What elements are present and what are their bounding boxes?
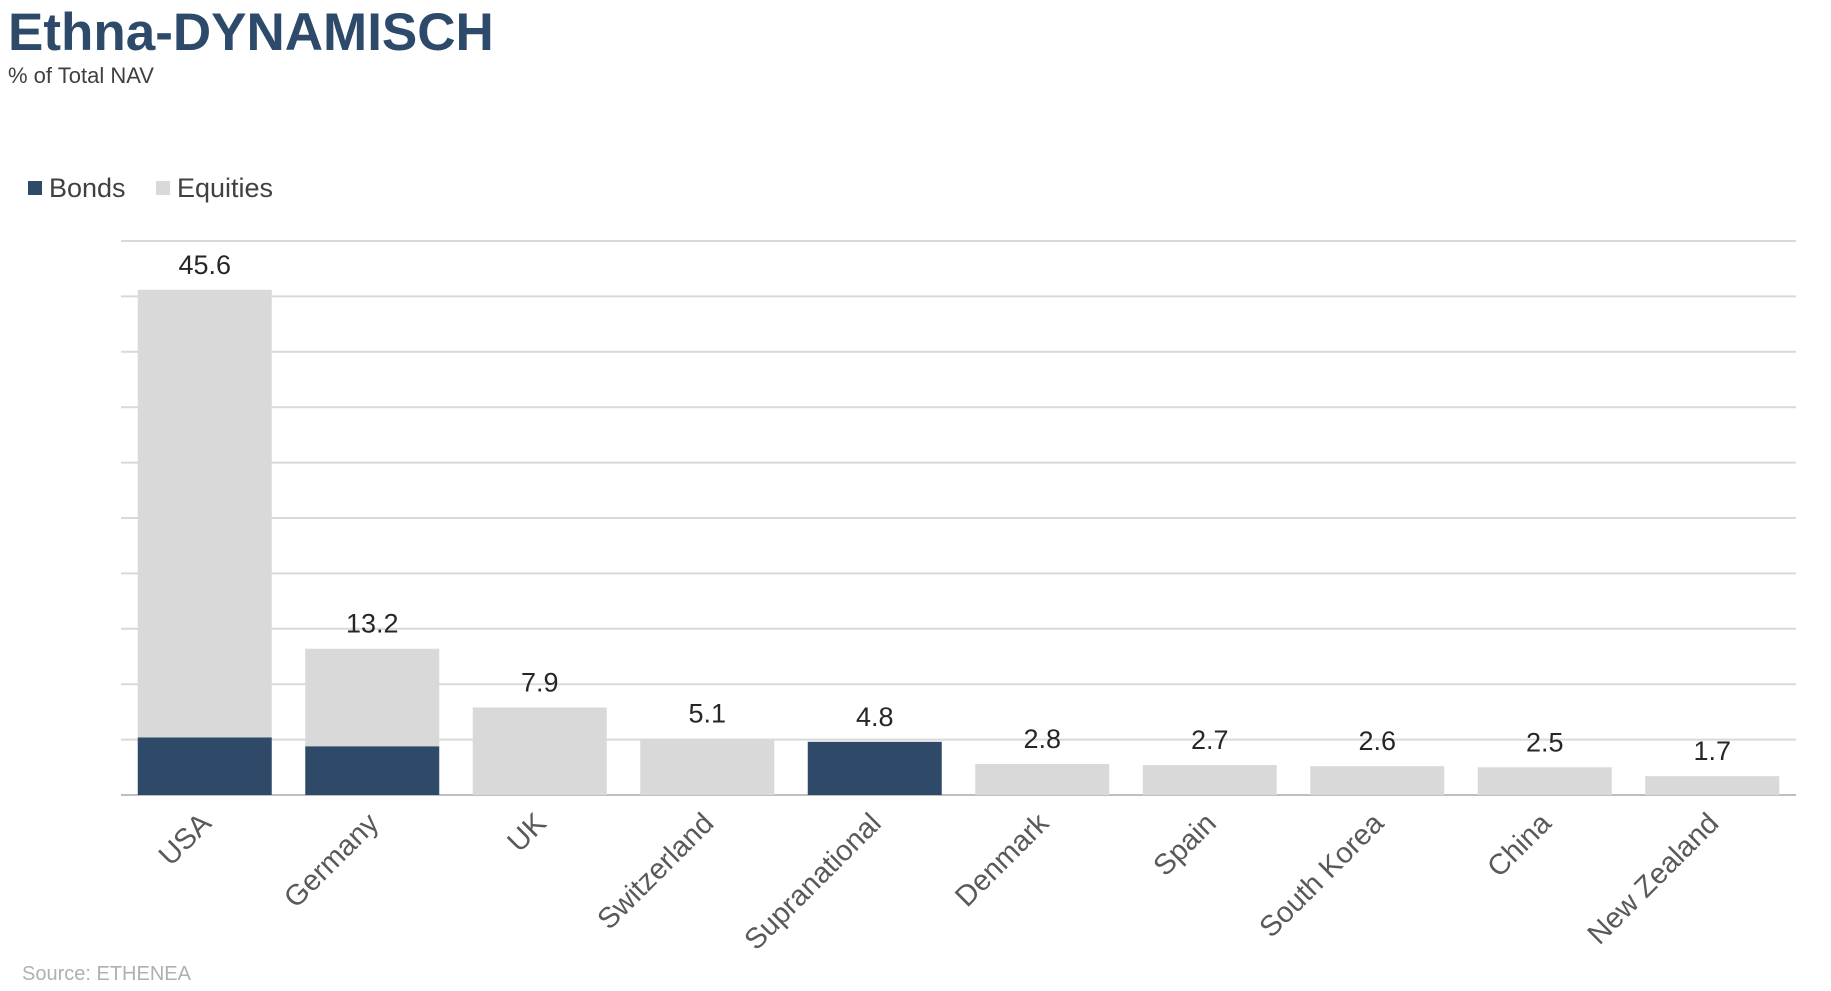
bar-equities-switzerland [640, 738, 775, 795]
x-tick-label: Switzerland [592, 807, 721, 936]
bar-bonds-germany [305, 746, 440, 795]
x-tick-label: Germany [278, 807, 385, 914]
legend-swatch-equities [156, 181, 170, 195]
bar-bonds-usa [137, 737, 272, 795]
legend-swatch-bonds [28, 181, 42, 195]
x-tick-label: USA [153, 807, 218, 872]
value-label: 2.8 [1023, 724, 1061, 754]
value-label: 1.7 [1693, 736, 1731, 766]
bar-bonds-supranational [807, 741, 942, 795]
value-label: 13.2 [346, 609, 399, 639]
legend: Bonds Equities [28, 173, 273, 203]
source-note: Source: ETHENEA [22, 963, 191, 985]
x-tick-label: UK [502, 807, 554, 859]
value-label: 7.9 [521, 667, 559, 697]
value-label: 5.1 [688, 698, 726, 728]
bar-equities-china [1477, 767, 1612, 795]
x-tick-label: China [1481, 807, 1558, 884]
value-label: 2.6 [1358, 726, 1396, 756]
bar-equities-germany [305, 648, 440, 747]
bar-equities-south-korea [1310, 766, 1445, 795]
gridlines [121, 240, 1796, 796]
chart-subtitle: % of Total NAV [8, 63, 154, 88]
bars [137, 289, 1780, 795]
bar-equities-new-zealand [1645, 776, 1780, 795]
bar-equities-uk [472, 707, 607, 795]
value-label: 4.8 [856, 702, 894, 732]
value-labels: 45.6 13.2 7.9 5.1 4.8 2.8 2.7 2.6 2.5 1.7 [178, 250, 1731, 766]
bar-equities-spain [1142, 765, 1277, 795]
legend-label-bonds: Bonds [49, 173, 126, 203]
x-axis-labels: USA Germany UK Switzerland Supranational Denm… [153, 807, 1725, 957]
x-tick-label: South Korea [1254, 807, 1391, 944]
x-tick-label: Spain [1148, 807, 1223, 882]
bar-equities-denmark [975, 763, 1110, 795]
value-label: 2.5 [1526, 727, 1564, 757]
chart-title: Ethna-DYNAMISCH [8, 3, 494, 62]
value-label: 2.7 [1191, 725, 1229, 755]
value-label: 45.6 [178, 250, 231, 280]
bar-equities-usa [137, 289, 272, 738]
x-tick-label: Supranational [739, 807, 888, 956]
x-tick-label: New Zealand [1582, 807, 1725, 950]
legend-label-equities: Equities [177, 173, 273, 203]
x-tick-label: Denmark [949, 807, 1055, 913]
